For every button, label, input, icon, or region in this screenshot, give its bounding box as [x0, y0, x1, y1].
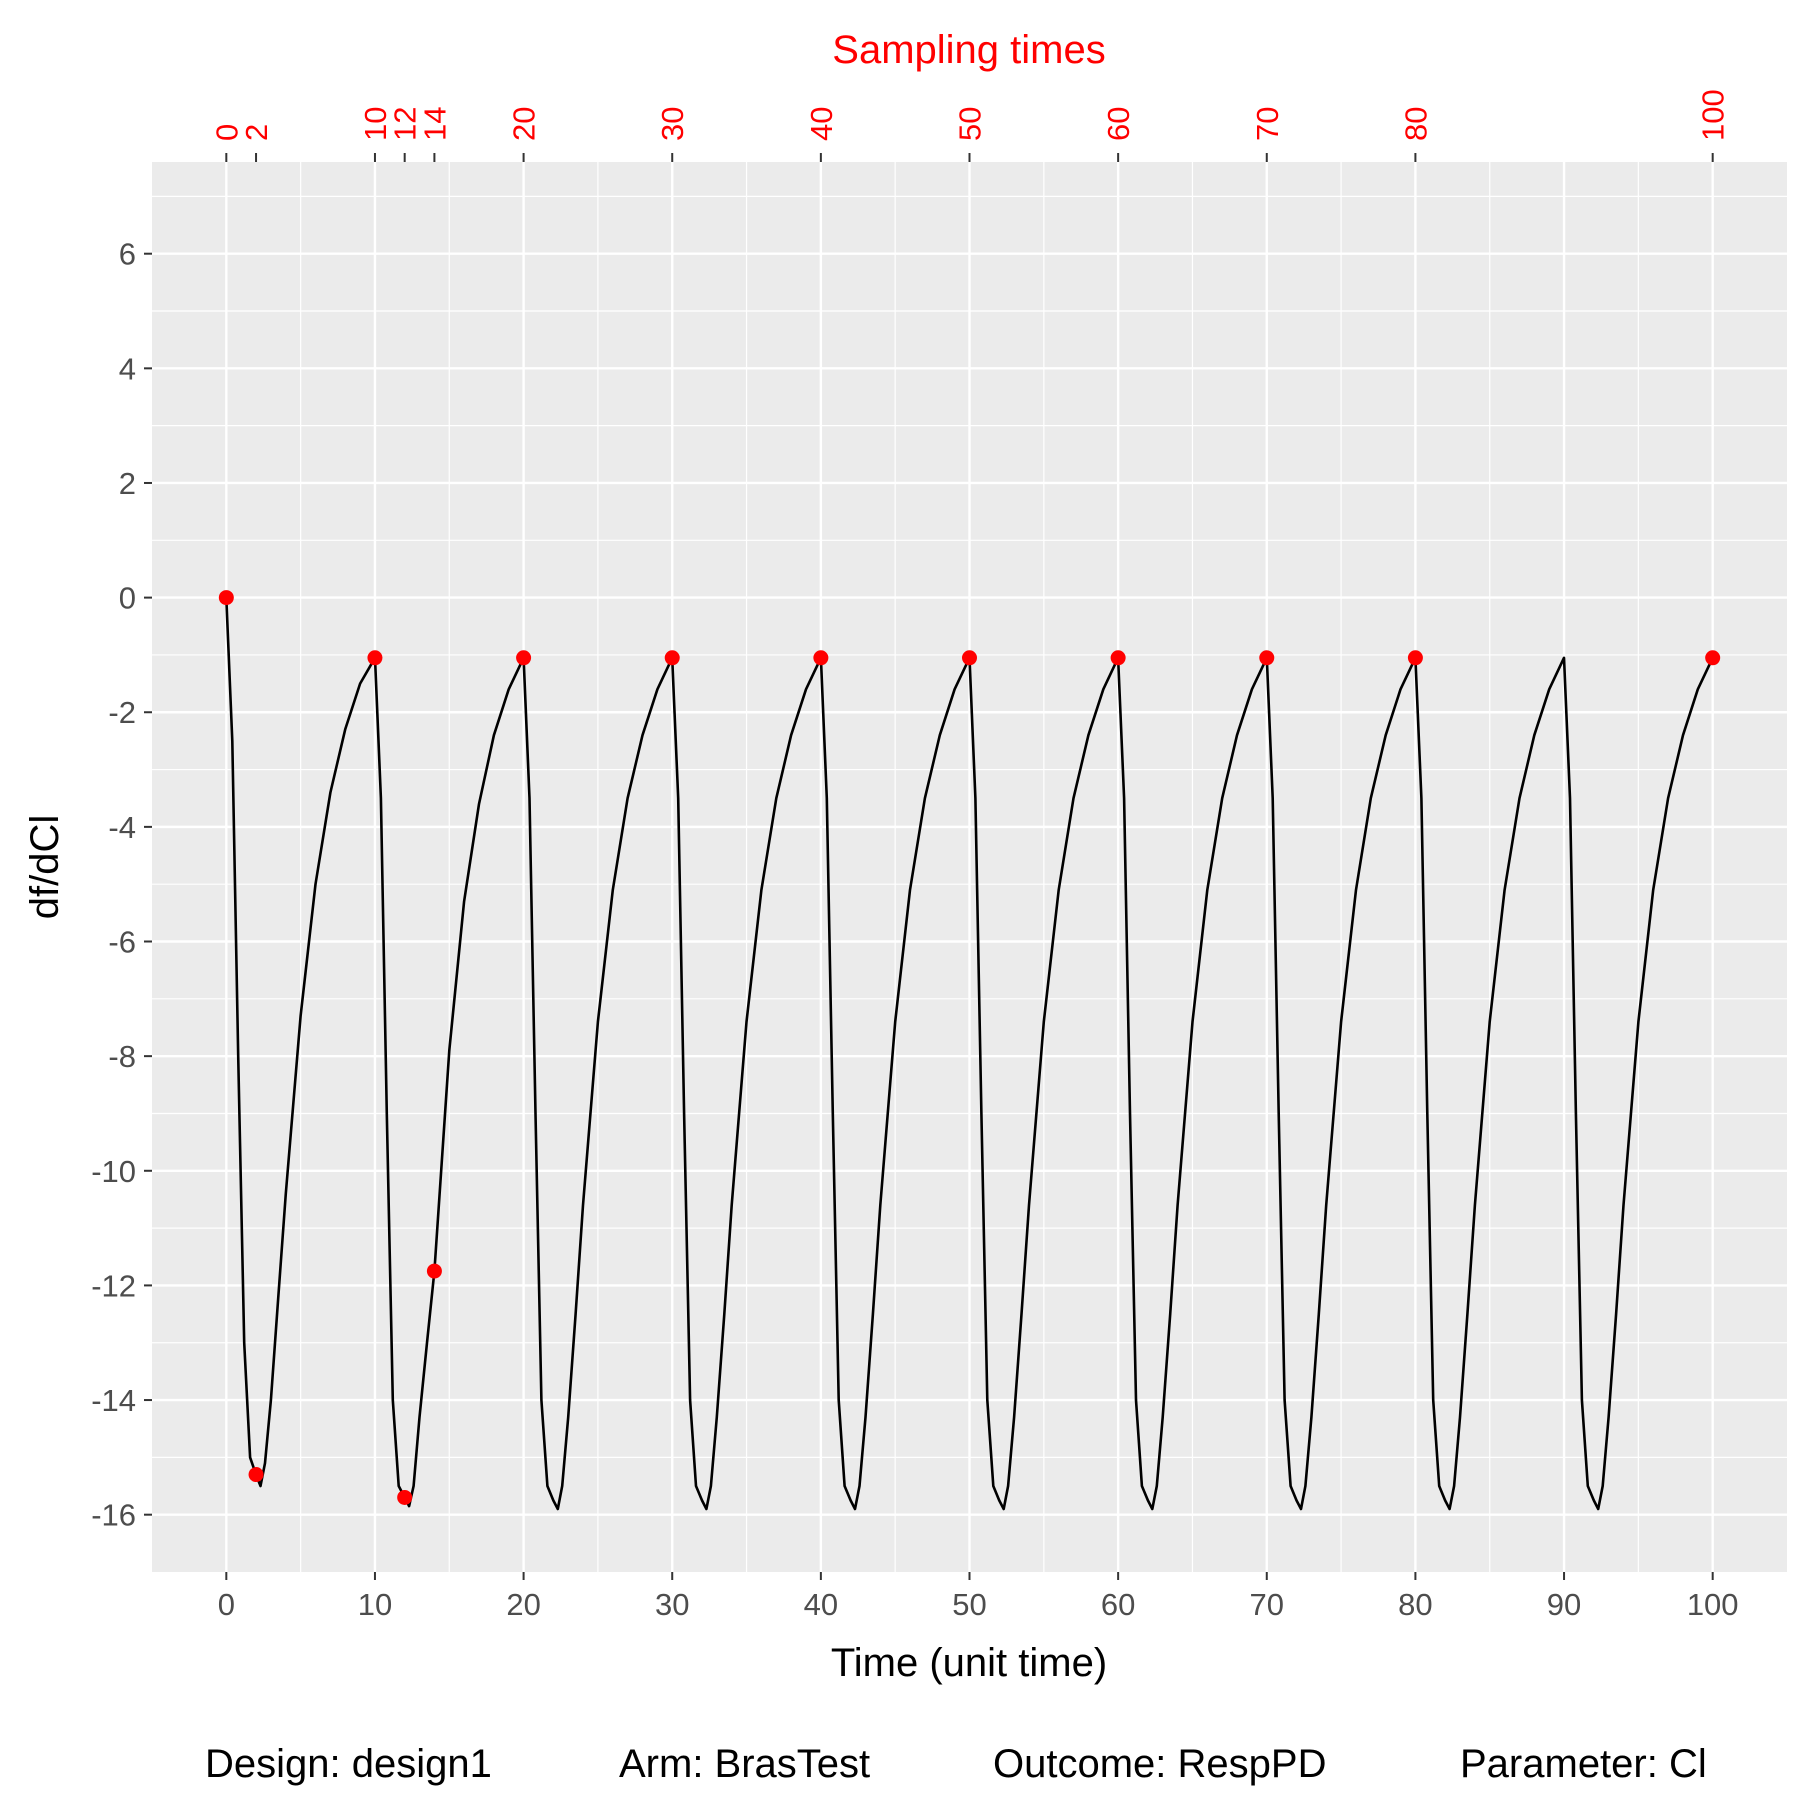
caption-design: Design: design1	[205, 1742, 492, 1786]
top-tick-label: 70	[1250, 107, 1285, 141]
sampling-point	[248, 1467, 264, 1483]
sampling-point	[962, 650, 977, 666]
x-tick-label: 0	[218, 1587, 235, 1622]
caption-parameter: Parameter: Cl	[1460, 1742, 1707, 1786]
y-tick-label: -6	[108, 925, 136, 960]
sampling-point	[218, 590, 234, 606]
y-tick-label: 4	[119, 351, 136, 386]
top-tick-label: 80	[1398, 107, 1433, 141]
top-axis-title: Sampling times	[832, 28, 1105, 72]
x-tick-label: 60	[1101, 1587, 1135, 1622]
sampling-points	[218, 590, 1721, 1505]
x-axis: 0 10 20 30 40 50 60 70 80 90 100	[218, 1572, 1739, 1622]
top-tick-label: 20	[507, 107, 542, 141]
caption-arm: Arm: BrasTest	[619, 1742, 870, 1786]
top-tick-label: 2	[239, 124, 274, 141]
x-tick-label: 10	[358, 1587, 392, 1622]
top-tick-label: 14	[417, 107, 452, 141]
sampling-point	[1259, 650, 1275, 666]
y-tick-label: -10	[91, 1154, 136, 1189]
sampling-point	[1705, 650, 1721, 666]
y-axis-title: df/dCl	[23, 815, 67, 920]
x-axis-title: Time (unit time)	[831, 1641, 1107, 1685]
sampling-point	[1110, 650, 1126, 666]
sampling-point	[367, 650, 383, 666]
sampling-point	[426, 1263, 442, 1279]
x-tick-label: 100	[1687, 1587, 1739, 1622]
top-tick-label: 40	[804, 107, 839, 141]
x-tick-label: 90	[1547, 1587, 1581, 1622]
x-tick-label: 80	[1398, 1587, 1432, 1622]
x-tick-label: 40	[804, 1587, 838, 1622]
y-tick-label: -8	[108, 1039, 136, 1074]
top-tick-label: 10	[358, 107, 393, 141]
sampling-point	[664, 650, 680, 666]
y-tick-label: 6	[119, 237, 136, 272]
y-tick-label: -12	[91, 1268, 136, 1303]
sampling-point	[516, 650, 532, 666]
y-tick-label: -2	[108, 695, 136, 730]
top-tick-label: 100	[1696, 89, 1731, 141]
x-tick-label: 20	[506, 1587, 540, 1622]
top-tick-label: 12	[388, 107, 423, 141]
grid-major	[152, 162, 1787, 1572]
sampling-point	[397, 1489, 413, 1505]
y-tick-label: -14	[91, 1383, 136, 1418]
x-tick-label: 30	[655, 1587, 689, 1622]
sampling-point	[813, 650, 829, 666]
y-tick-label: 2	[119, 466, 136, 501]
sampling-point	[1407, 650, 1423, 666]
top-tick-label: 30	[655, 107, 690, 141]
top-tick-label: 60	[1101, 107, 1136, 141]
caption-outcome: Outcome: RespPD	[993, 1742, 1326, 1786]
y-axis: 6 4 2 0 -2 -4 -6 -8 -10 -12 -14 -16	[91, 237, 152, 1533]
x-tick-label: 50	[952, 1587, 986, 1622]
y-tick-label: 0	[119, 581, 136, 616]
top-tick-label: 50	[953, 107, 988, 141]
x-tick-label: 70	[1250, 1587, 1284, 1622]
y-tick-label: -16	[91, 1498, 136, 1533]
top-tick-label: 0	[209, 124, 244, 141]
y-tick-label: -4	[108, 810, 136, 845]
